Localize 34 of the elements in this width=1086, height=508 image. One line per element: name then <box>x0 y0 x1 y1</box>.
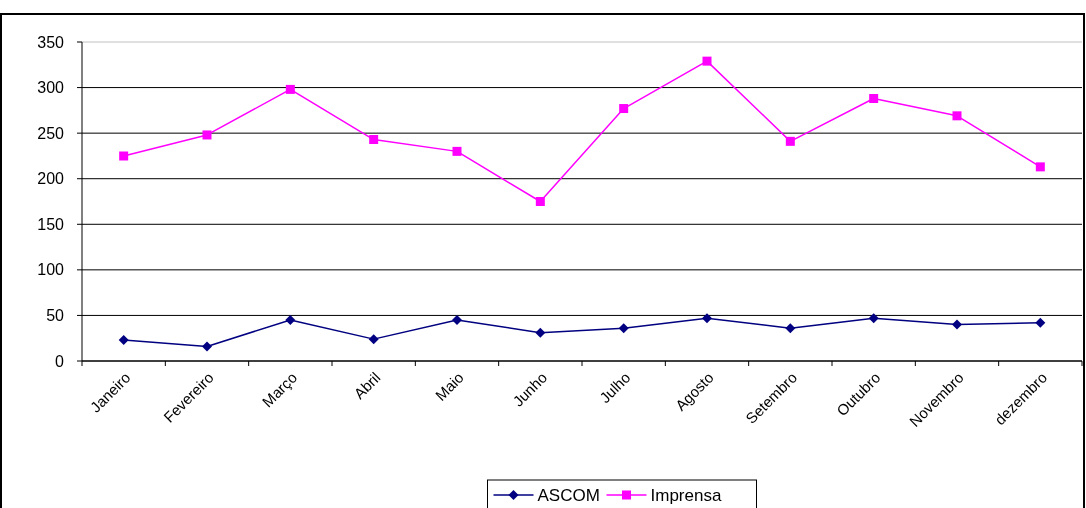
y-tick-label: 350 <box>37 33 65 51</box>
point <box>869 94 879 104</box>
point <box>368 334 379 345</box>
point <box>369 135 379 145</box>
y-tick-label: 250 <box>37 124 65 142</box>
point <box>1035 162 1045 172</box>
point <box>1035 317 1046 328</box>
y-tick-label: 0 <box>55 352 65 370</box>
point <box>618 323 629 334</box>
point <box>952 319 962 330</box>
point <box>118 335 129 346</box>
point <box>535 327 546 338</box>
point <box>702 313 712 324</box>
point <box>202 341 212 352</box>
point <box>452 314 462 325</box>
point <box>119 151 129 161</box>
point <box>285 84 295 94</box>
point <box>452 146 462 156</box>
y-tick-label: 100 <box>37 261 65 279</box>
point <box>785 323 796 334</box>
legend-label: Imprensa <box>650 485 722 505</box>
y-tick-label: 200 <box>37 170 65 188</box>
point <box>785 136 795 146</box>
point <box>702 56 712 66</box>
y-tick-label: 50 <box>46 307 65 325</box>
point <box>952 111 962 121</box>
y-tick-label: 300 <box>37 79 65 97</box>
point <box>285 314 296 325</box>
y-tick-label: 150 <box>37 215 65 233</box>
point <box>868 313 879 324</box>
point <box>202 130 212 140</box>
point <box>619 104 629 114</box>
point <box>535 197 545 206</box>
legend-label: ASCOM <box>537 485 600 505</box>
